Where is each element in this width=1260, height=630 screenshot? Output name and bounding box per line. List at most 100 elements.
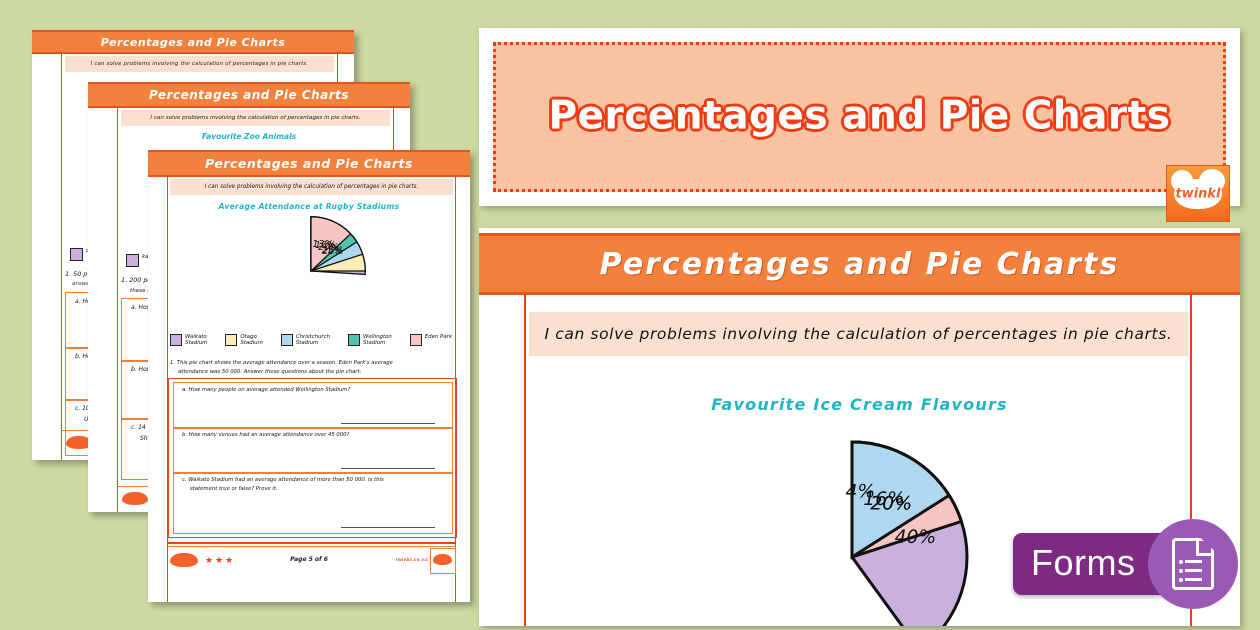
legend-swatch-otago-icon xyxy=(225,334,238,346)
legend-swatch-eden-park-icon xyxy=(409,334,422,346)
legend-label-wellington-1: Wellington xyxy=(363,334,392,340)
sheet-back-question-intro2: answer xyxy=(72,281,92,287)
answer-line[interactable] xyxy=(340,468,436,470)
sheet-front-margin-line-right xyxy=(455,175,456,602)
twinkl-card-logo-icon xyxy=(433,554,452,565)
sheet-front-question-intro-2: attendance was 50 000. Answer these ques… xyxy=(178,369,362,375)
ice-cream-pie-chart: 20%40%20%4%16% xyxy=(845,440,969,626)
pie-slice-label: 20% xyxy=(870,494,912,515)
legend-swatch-wellington-icon xyxy=(348,334,360,346)
sheet-front-sub-c-2: statement true or false? Prove it. xyxy=(190,486,278,492)
sheet-back-title: Percentages and Pie Charts xyxy=(100,35,286,49)
sheet-back-margin-line-left xyxy=(61,52,62,460)
sheet-front-chart-title: Average Attendance at Rugby Stadiums xyxy=(218,202,400,211)
legend-label-christchurch-1: Christchurch xyxy=(295,334,331,340)
sheet-front-sub-b: b. How many venues had an average attend… xyxy=(182,432,350,438)
sheet-front-answer-box-b[interactable]: b. How many venues had an average attend… xyxy=(173,427,453,474)
legend-swatch-christchurch-icon xyxy=(280,334,293,346)
legend-label-christchurch-2: Stadium xyxy=(295,340,319,347)
sheet-middle-sub-b: b. How m xyxy=(131,366,160,373)
sheet-middle-sub-c: c. 14 mo xyxy=(131,424,158,431)
sheet-front-question-frame xyxy=(168,378,457,538)
answer-line[interactable] xyxy=(340,423,436,425)
twinkl-cloud-icon: twinkl xyxy=(1171,168,1225,209)
legend-swatch-icon xyxy=(126,254,139,267)
rugby-pie-chart: 26%25%20%16%13% xyxy=(310,216,366,276)
sheet-front-title: Percentages and Pie Charts xyxy=(205,156,413,171)
twinkl-logo-badge: twinkl xyxy=(1166,165,1230,222)
sheet-middle-question-intro: 1. 200 peo xyxy=(121,276,156,284)
legend-swatch-icon xyxy=(70,248,83,261)
sheet-front-objective: I can solve problems involving the calcu… xyxy=(170,179,453,195)
pie-slice-label: 4% xyxy=(845,481,875,502)
sheet-front-twinkl-logo xyxy=(170,553,198,567)
sheet-back-objective: I can solve problems involving the calcu… xyxy=(65,56,334,72)
preview-objective-text: I can solve problems involving the calcu… xyxy=(544,325,1173,343)
twinkl-wordmark: twinkl xyxy=(1175,186,1221,201)
sheet-front-sub-a: a. How many people on average attended W… xyxy=(182,387,351,393)
sheet-middle-twinkl-logo xyxy=(122,492,148,505)
sheet-back-sub-c: c. 10 p xyxy=(75,405,96,412)
sheet-back-header: Percentages and Pie Charts xyxy=(32,30,354,54)
preview-margin-line-left xyxy=(524,294,526,626)
sheet-back-sub-b: b. How xyxy=(75,353,96,360)
sheet-front-sub-c-1: c. Waikato Stadium had an average attend… xyxy=(182,477,384,483)
display-banner[interactable]: Percentages and Pie Charts twinkl xyxy=(479,28,1240,222)
sheet-middle-header: Percentages and Pie Charts xyxy=(88,82,410,108)
pie-slice-label: 20% xyxy=(870,494,912,515)
legend-label-eden-park-1: Eden Park xyxy=(424,334,452,340)
sheet-middle-margin-line-left xyxy=(117,106,118,512)
sheet-front-question-intro-1: 1. This pie chart shows the average atte… xyxy=(170,360,393,366)
forms-badge-label: Forms xyxy=(1031,542,1136,584)
forms-badge-icon-circle[interactable] xyxy=(1148,519,1238,609)
preview-chart-title: Favourite Ice Cream Flavours xyxy=(711,395,1008,414)
pie-slice-label: 25% xyxy=(322,245,343,256)
preview-header-title: Percentages and Pie Charts xyxy=(599,246,1120,282)
legend-item-waikato: Waikato Stadium xyxy=(170,334,207,346)
pie-slice-label: 16% xyxy=(863,489,905,510)
legend-label-waikato-2: Stadium xyxy=(185,340,208,347)
legend-label-otago-1: Otago xyxy=(240,334,257,340)
legend-label-waikato-1: Waikato xyxy=(185,334,207,340)
legend-label-otago-2: Stadium xyxy=(240,340,263,347)
preview-header-bar: Percentages and Pie Charts xyxy=(479,233,1240,295)
pie-slice-label: 20% xyxy=(318,242,339,253)
sheet-middle-objective-text: I can solve problems involving the calcu… xyxy=(150,115,361,121)
sheet-front-difficulty-stars: ★★★ xyxy=(205,555,236,565)
sheet-middle-objective: I can solve problems involving the calcu… xyxy=(121,110,390,126)
pie-slice xyxy=(310,216,352,273)
legend-label-wellington-2: Stadium xyxy=(363,340,386,347)
pie-slice-label: 26% xyxy=(322,246,343,257)
document-list-icon xyxy=(1172,538,1214,590)
pie-slice-label: 13% xyxy=(312,239,333,250)
sheet-front-footer-rule-1 xyxy=(168,542,456,544)
worksheet-sheet-front[interactable]: Percentages and Pie Charts I can solve p… xyxy=(148,150,470,602)
banner-inner-frame: Percentages and Pie Charts xyxy=(493,42,1226,192)
sheet-front-legend: Waikato Stadium Otago Stadium Christchur… xyxy=(170,334,452,346)
sheet-middle-sub-a: a. How m xyxy=(131,304,160,311)
sheet-front-page-number: Page 5 of 6 xyxy=(290,556,328,563)
sheet-front-twinkl-card xyxy=(430,548,456,574)
legend-item-eden-park: Eden Park xyxy=(409,334,452,346)
sheet-back-question-intro: 1. 50 p xyxy=(65,270,88,278)
legend-item-wellington: Wellington Stadium xyxy=(348,334,392,346)
sheet-middle-chart-title: Favourite Zoo Animals xyxy=(201,132,297,141)
sheet-front-answer-box-c[interactable]: c. Waikato Stadium had an average attend… xyxy=(173,472,453,534)
legend-item-christchurch: Christchurch Stadium xyxy=(280,334,331,347)
pie-slice-label: 16% xyxy=(315,240,336,251)
pie-slice-label: 40% xyxy=(895,527,937,548)
preview-objective-bar: I can solve problems involving the calcu… xyxy=(529,312,1188,356)
sheet-middle-question-intro2: these ques xyxy=(130,288,161,294)
sheet-front-answer-box-a[interactable]: a. How many people on average attended W… xyxy=(173,382,453,429)
banner-title: Percentages and Pie Charts xyxy=(548,93,1171,139)
preview-margin-line-right xyxy=(1190,294,1192,626)
sheet-back-twinkl-logo xyxy=(66,436,92,449)
pie-slice xyxy=(850,440,952,560)
answer-line[interactable] xyxy=(340,527,436,529)
legend-swatch-waikato-icon xyxy=(170,334,182,346)
sheet-middle-title: Percentages and Pie Charts xyxy=(148,88,350,102)
sheet-back-objective-text: I can solve problems involving the calcu… xyxy=(90,61,309,67)
legend-item-otago: Otago Stadium xyxy=(225,334,263,347)
sheet-front-margin-line-left xyxy=(167,175,168,602)
